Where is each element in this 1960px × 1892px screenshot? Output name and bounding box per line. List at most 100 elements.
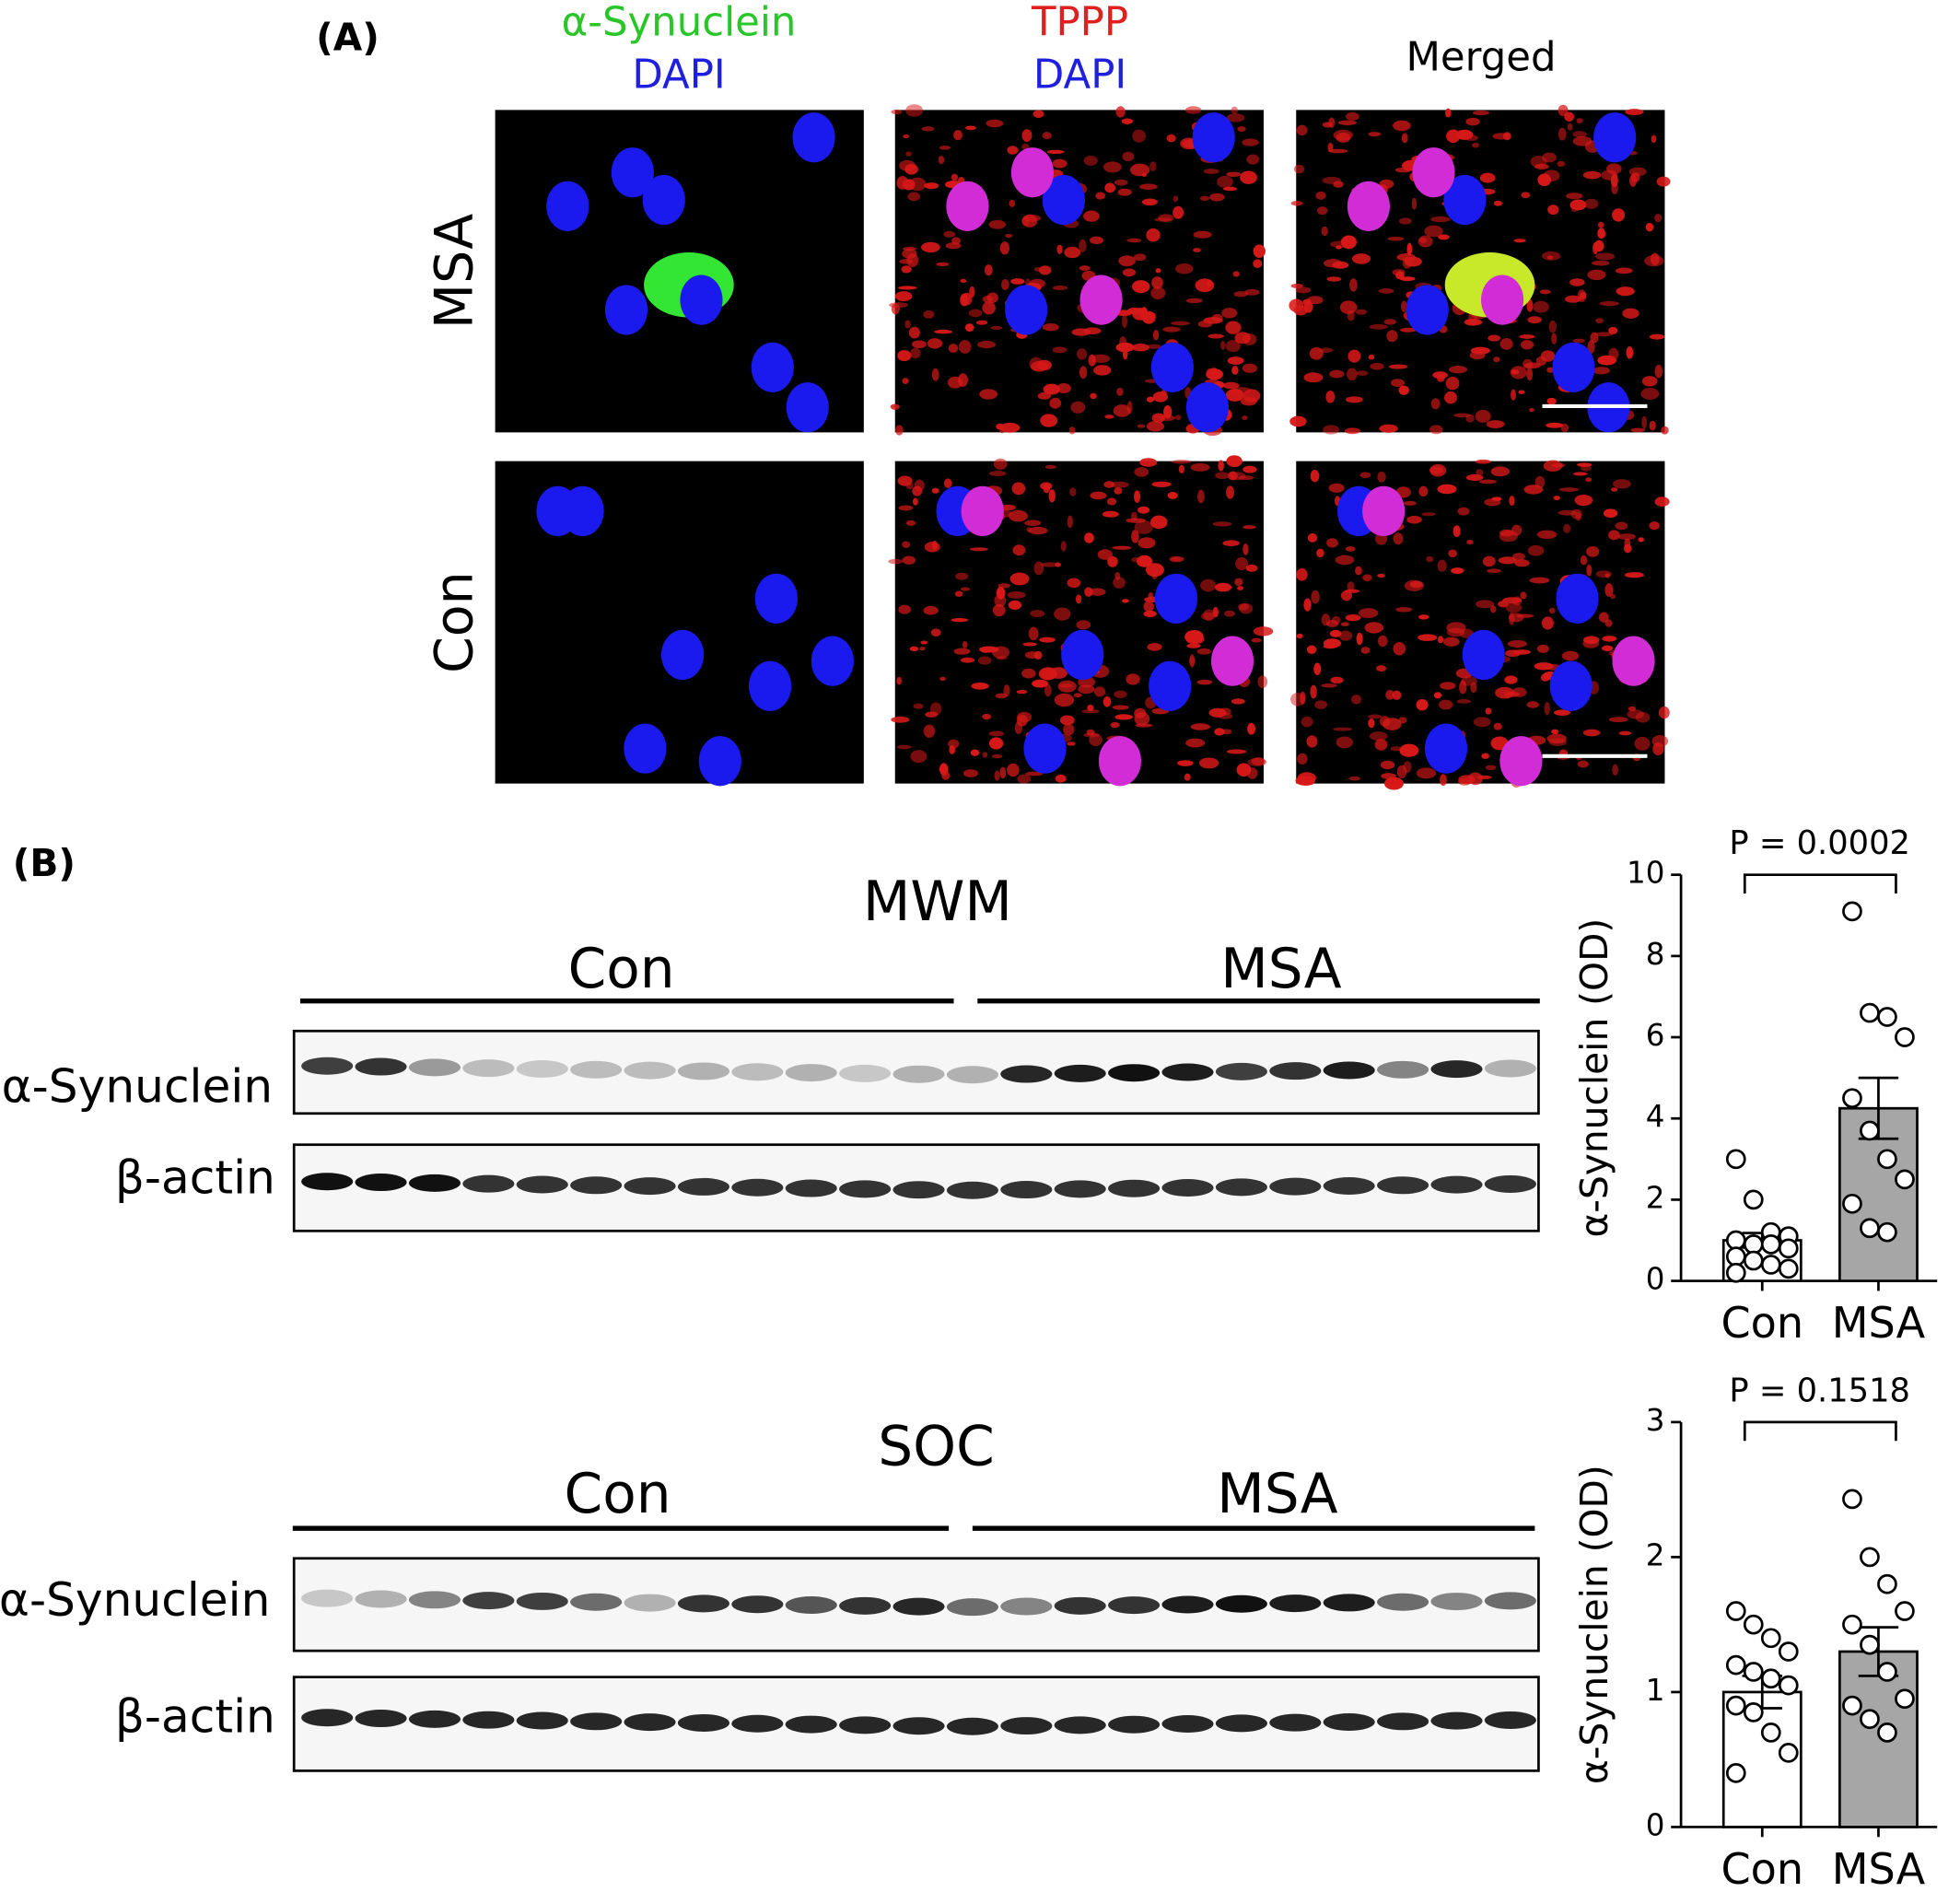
band xyxy=(570,1176,623,1195)
tppp-signal xyxy=(1630,172,1640,182)
nucleus xyxy=(1362,485,1406,537)
tppp-signal xyxy=(951,618,969,623)
tppp-signal xyxy=(1513,649,1531,655)
tppp-signal xyxy=(962,641,968,648)
band xyxy=(839,1064,892,1082)
tppp-signal xyxy=(1641,415,1648,429)
column-header: α-Synuclein xyxy=(562,0,797,46)
tppp-signal xyxy=(921,126,935,132)
tppp-signal xyxy=(1464,318,1483,326)
tppp-signal xyxy=(927,338,943,349)
band xyxy=(1484,1592,1536,1610)
band xyxy=(731,1178,784,1197)
band xyxy=(1108,1596,1161,1615)
tppp-signal xyxy=(1654,496,1670,507)
band xyxy=(1323,1594,1375,1612)
tppp-signal xyxy=(1231,366,1239,375)
tppp-signal xyxy=(1117,188,1132,196)
tppp-signal xyxy=(1563,523,1571,533)
tppp-signal xyxy=(1340,590,1353,601)
band xyxy=(1430,1711,1483,1730)
tppp-signal xyxy=(996,586,1006,600)
band xyxy=(355,1710,407,1728)
tppp-signal xyxy=(1102,161,1122,173)
tppp-signal xyxy=(1083,327,1102,334)
tppp-signal xyxy=(1490,605,1497,613)
y-tick-label: 2 xyxy=(1646,1180,1665,1215)
tppp-signal xyxy=(1052,285,1068,291)
tppp-signal xyxy=(1009,199,1016,207)
tppp-signal xyxy=(1445,108,1452,118)
tppp-signal xyxy=(1149,161,1157,172)
tppp-signal xyxy=(1226,749,1247,754)
tppp-signal xyxy=(1209,368,1219,378)
tppp-signal xyxy=(1208,333,1224,339)
x-tick-label: MSA xyxy=(1832,1844,1926,1892)
tppp-signal xyxy=(1212,606,1219,618)
tppp-signal xyxy=(977,656,992,665)
nucleus xyxy=(754,573,798,624)
tppp-signal xyxy=(1486,420,1505,428)
tppp-signal xyxy=(1329,629,1342,637)
data-point xyxy=(1860,1120,1880,1141)
tppp-signal xyxy=(1245,564,1258,572)
tppp-signal xyxy=(1107,555,1118,567)
tppp-signal xyxy=(1572,131,1587,138)
band xyxy=(301,1709,354,1727)
band xyxy=(731,1714,784,1733)
tppp-signal xyxy=(1449,365,1468,374)
data-point xyxy=(1725,1762,1746,1783)
tppp-signal xyxy=(1153,217,1172,222)
nucleus xyxy=(1481,274,1524,325)
tppp-signal xyxy=(1658,706,1670,719)
tppp-signal xyxy=(1143,610,1157,618)
tppp-signal xyxy=(931,368,939,381)
tppp-signal xyxy=(1377,573,1385,578)
blot-title: MWM xyxy=(863,870,1012,934)
tppp-signal xyxy=(1586,564,1592,577)
data-point xyxy=(1778,1743,1799,1763)
tppp-signal xyxy=(1231,698,1245,705)
tppp-signal xyxy=(1131,530,1139,543)
band xyxy=(570,1593,623,1611)
tppp-signal xyxy=(1457,507,1470,516)
band xyxy=(892,1597,945,1616)
tppp-signal xyxy=(1152,391,1169,403)
tppp-signal xyxy=(1612,208,1626,222)
nucleus xyxy=(604,285,648,335)
tppp-signal xyxy=(953,648,971,655)
band xyxy=(355,1174,407,1192)
band xyxy=(946,1066,998,1084)
micrographs xyxy=(495,104,1671,790)
band xyxy=(892,1181,945,1199)
tppp-signal xyxy=(1368,714,1382,719)
tppp-signal xyxy=(1656,176,1671,187)
tppp-signal xyxy=(913,703,924,709)
tppp-signal xyxy=(1520,591,1527,600)
tppp-signal xyxy=(1333,181,1344,188)
tppp-signal xyxy=(1052,158,1068,169)
tppp-signal xyxy=(1473,717,1491,728)
tppp-signal xyxy=(1039,637,1056,643)
y-tick-label: 0 xyxy=(1646,1807,1665,1842)
tppp-signal xyxy=(1139,183,1158,191)
tppp-signal xyxy=(1042,132,1052,140)
nucleus xyxy=(680,274,723,325)
tppp-signal xyxy=(1240,396,1257,406)
tppp-signal xyxy=(1322,122,1333,128)
tppp-signal xyxy=(1536,530,1558,540)
band xyxy=(1000,1717,1053,1735)
tppp-signal xyxy=(1184,106,1202,114)
tppp-signal xyxy=(1325,390,1336,403)
tppp-signal xyxy=(1070,401,1086,414)
band xyxy=(946,1181,998,1199)
nucleus xyxy=(624,723,667,774)
tppp-signal xyxy=(1475,409,1491,423)
tppp-signal xyxy=(1009,572,1030,586)
tppp-signal xyxy=(1126,518,1146,523)
tppp-signal xyxy=(1464,134,1478,142)
band xyxy=(516,1175,568,1194)
tppp-signal xyxy=(968,309,983,318)
nucleus xyxy=(751,342,794,392)
band xyxy=(462,1592,515,1610)
